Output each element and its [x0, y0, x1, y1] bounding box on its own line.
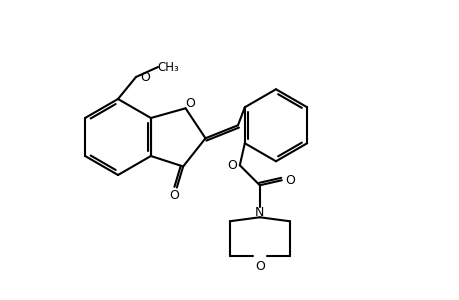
Text: O: O — [254, 260, 264, 273]
Text: O: O — [185, 97, 195, 110]
Text: O: O — [169, 189, 179, 202]
Text: O: O — [284, 174, 294, 187]
Text: O: O — [226, 159, 236, 172]
Text: O: O — [140, 70, 150, 83]
Text: N: N — [255, 206, 264, 219]
Text: CH₃: CH₃ — [157, 61, 179, 74]
